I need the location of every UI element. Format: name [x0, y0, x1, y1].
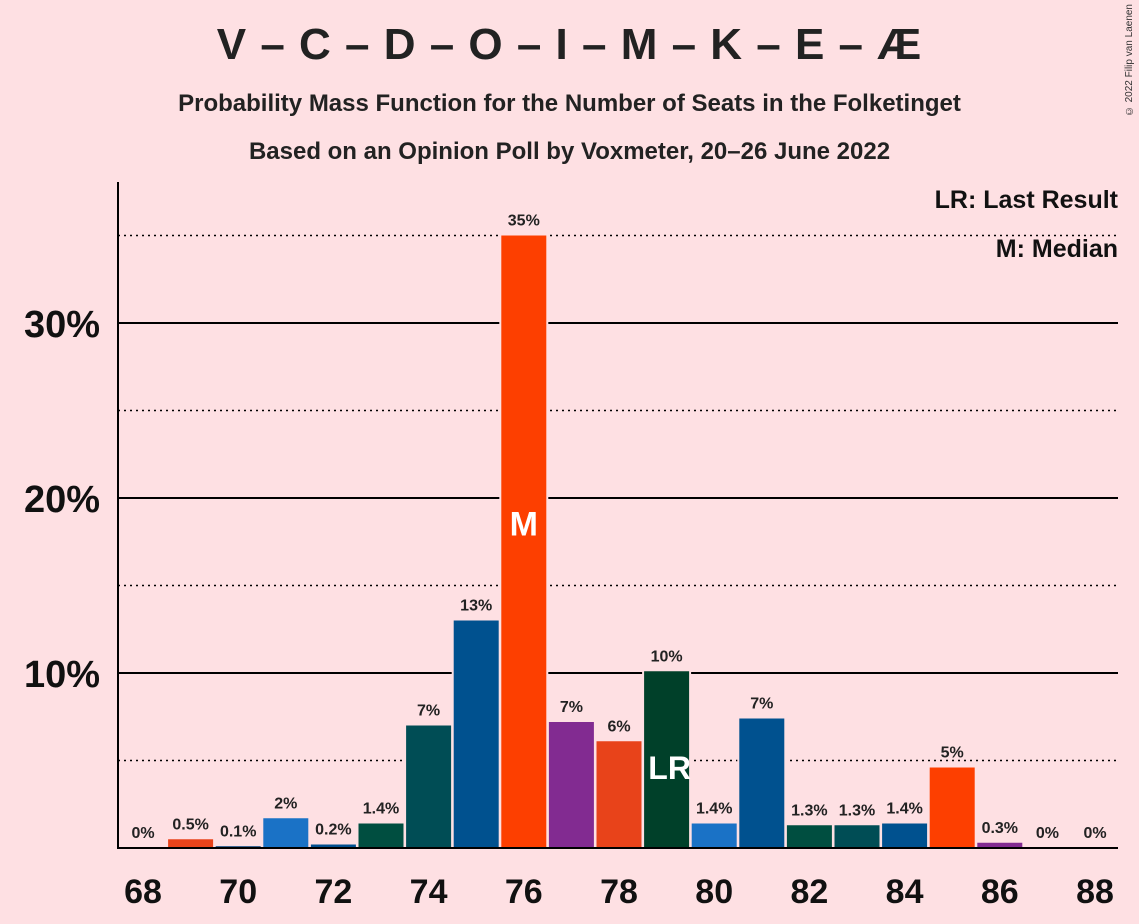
x-tick-label: 84	[886, 873, 924, 911]
x-tick-label: 68	[124, 873, 162, 911]
last-result-marker: LR	[648, 750, 691, 786]
bar-seat-83	[834, 825, 880, 848]
x-tick-label: 78	[600, 873, 638, 911]
bar-seat-80	[691, 823, 737, 848]
bar-seat-75	[453, 620, 499, 848]
bar-value-label: 1.4%	[696, 801, 732, 818]
bar-seat-71	[263, 818, 309, 848]
bar-seat-72	[310, 844, 356, 848]
grid-lines	[118, 234, 1118, 762]
bar-value-label: 0%	[131, 825, 154, 842]
bar-seat-84	[882, 823, 928, 848]
bar-value-label: 0.3%	[982, 820, 1018, 837]
bar-value-label: 1.4%	[363, 801, 399, 818]
bar-seat-78	[596, 741, 642, 848]
x-tick-label: 70	[219, 873, 257, 911]
bar-seat-69	[168, 839, 214, 848]
axes: 10% 20% 30% 68 70 72 74 76 78 80 82 84 86 88	[24, 182, 1118, 911]
bar-value-label: 7%	[417, 703, 440, 720]
bar-value-label: 2%	[274, 795, 297, 812]
bar-gap	[213, 844, 263, 848]
bar-value-label: 35%	[508, 213, 540, 230]
y-tick-label: 10%	[24, 654, 100, 696]
bar-value-label: 0.1%	[220, 823, 256, 840]
chart-source-line: Based on an Opinion Poll by Voxmeter, 20…	[248, 138, 891, 165]
bar-seat-77	[548, 722, 594, 848]
bar-value-label: 10%	[651, 648, 683, 665]
x-tick-label: 74	[410, 873, 448, 911]
bar-value-label: 0%	[1036, 825, 1059, 842]
legend: LR: Last Result M: Median	[935, 186, 1119, 263]
legend-last-result: LR: Last Result	[935, 186, 1119, 214]
bar-value-label: 1.4%	[886, 801, 922, 818]
bar-seat-85	[929, 767, 975, 848]
chart-title: V – C – D – O – I – M – K – E – Æ	[216, 20, 923, 69]
bar-seat-86	[977, 842, 1023, 848]
bar-value-label: 5%	[941, 745, 964, 762]
median-marker: M	[510, 506, 538, 544]
bar-value-label: 7%	[750, 696, 773, 713]
bars: 0% 0.5% 0.1% 2% 0.2% 1.4% 7% 13% 35% M 7% 6% 10% LR 1.…	[131, 213, 1107, 848]
bar-seat-82	[786, 825, 832, 848]
bar-value-label: 6%	[607, 718, 630, 735]
bar-value-label: 1.3%	[839, 802, 875, 819]
chart-subtitle: Probability Mass Function for the Number…	[178, 90, 961, 117]
bar-seat-79	[644, 671, 690, 848]
bar-seat-74	[406, 725, 452, 848]
y-tick-label: 20%	[24, 479, 100, 521]
x-tick-label: 86	[981, 873, 1019, 911]
bar-value-label: 0.2%	[315, 822, 351, 839]
x-tick-label: 82	[790, 873, 828, 911]
bar-seat-73	[358, 823, 404, 848]
legend-median: M: Median	[996, 235, 1118, 263]
bar-value-label: 0%	[1083, 825, 1106, 842]
bar-value-label: 7%	[560, 699, 583, 716]
y-tick-label: 30%	[24, 304, 100, 346]
x-tick-label: 80	[695, 873, 733, 911]
x-tick-label: 76	[505, 873, 543, 911]
bar-value-label: 0.5%	[172, 816, 208, 833]
x-tick-label: 88	[1076, 873, 1114, 911]
bar-seat-81	[739, 718, 785, 848]
bar-seat-76	[501, 235, 547, 848]
bar-value-label: 1.3%	[791, 802, 827, 819]
x-tick-label: 72	[314, 873, 352, 911]
bar-value-label: 13%	[460, 598, 492, 615]
